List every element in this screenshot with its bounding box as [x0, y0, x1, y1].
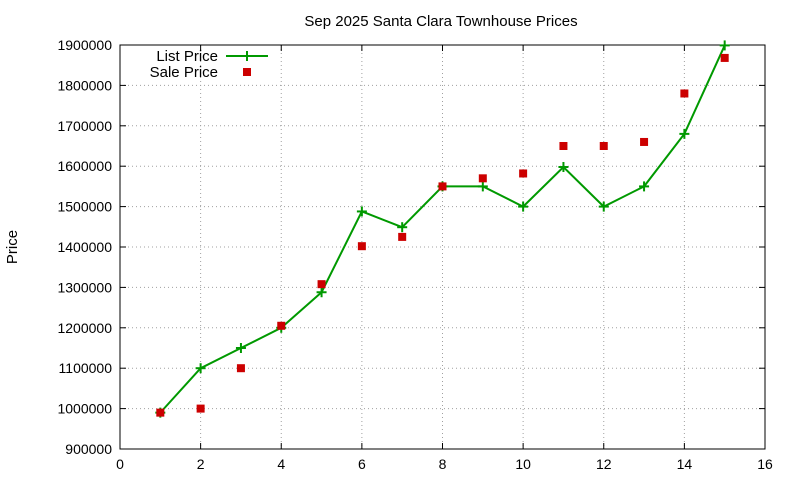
sale-price-point	[599, 142, 608, 150]
y-tick-label: 1400000	[57, 239, 112, 255]
list-price-point	[477, 181, 488, 192]
y-tick-label: 1500000	[57, 199, 112, 215]
sale-price-point	[236, 364, 245, 373]
list-price-point	[598, 201, 609, 212]
sale-price-point	[559, 142, 568, 150]
sale-price-point	[398, 232, 407, 241]
y-tick-label: 1800000	[57, 77, 112, 93]
sale-price-point	[720, 53, 729, 62]
list-price-point	[679, 128, 690, 139]
legend-plus-marker	[242, 51, 252, 61]
list-price-point	[195, 363, 206, 374]
sale-price-point	[680, 89, 689, 98]
list-price-point	[558, 162, 569, 173]
y-tick-label: 1900000	[57, 37, 112, 53]
x-tick-label: 10	[515, 456, 531, 472]
list-price-point	[397, 222, 408, 233]
x-tick-label: 16	[757, 456, 773, 472]
y-tick-label: 1200000	[57, 320, 112, 336]
x-tick-label: 12	[596, 456, 612, 472]
list-price-point	[719, 40, 730, 51]
sale-price-point	[519, 169, 528, 178]
y-tick-label: 1300000	[57, 279, 112, 295]
x-tick-label: 2	[197, 456, 205, 472]
sale-price-point	[438, 182, 447, 191]
x-tick-label: 0	[116, 456, 124, 472]
sale-price-point	[196, 404, 205, 413]
sale-price-point	[277, 321, 286, 330]
sale-price-point	[478, 174, 487, 183]
list-price-point	[518, 201, 529, 212]
chart-title: Sep 2025 Santa Clara Townhouse Prices	[304, 13, 577, 30]
list-price-point	[356, 206, 367, 217]
list-price-point	[235, 343, 246, 353]
legend-label: List Price	[156, 48, 218, 65]
list-price-point	[316, 287, 327, 298]
y-tick-label: 1000000	[57, 401, 112, 417]
list-price-point	[639, 181, 650, 192]
sale-price-point	[317, 280, 326, 289]
data-series	[155, 40, 730, 418]
axes: 0 2 4 6 8 10 12 14 16 900000 1000000 1100000 1200000…	[57, 37, 773, 472]
y-tick-label: 1100000	[59, 360, 113, 376]
y-tick-label: 1700000	[57, 118, 112, 134]
sale-price-point	[357, 242, 366, 251]
x-tick-label: 14	[677, 456, 693, 472]
x-tick-label: 6	[358, 456, 366, 472]
y-axis-label: Price	[4, 230, 21, 264]
x-tick-label: 4	[277, 456, 285, 472]
legend-square-marker	[243, 68, 251, 76]
y-tick-label: 900000	[65, 441, 112, 457]
sale-price-point	[156, 408, 165, 417]
legend-label: Sale Price	[150, 64, 218, 81]
y-tick-label: 1600000	[57, 158, 112, 174]
sale-price-point	[640, 137, 649, 146]
grid-lines	[120, 45, 765, 449]
x-tick-label: 8	[439, 456, 447, 472]
